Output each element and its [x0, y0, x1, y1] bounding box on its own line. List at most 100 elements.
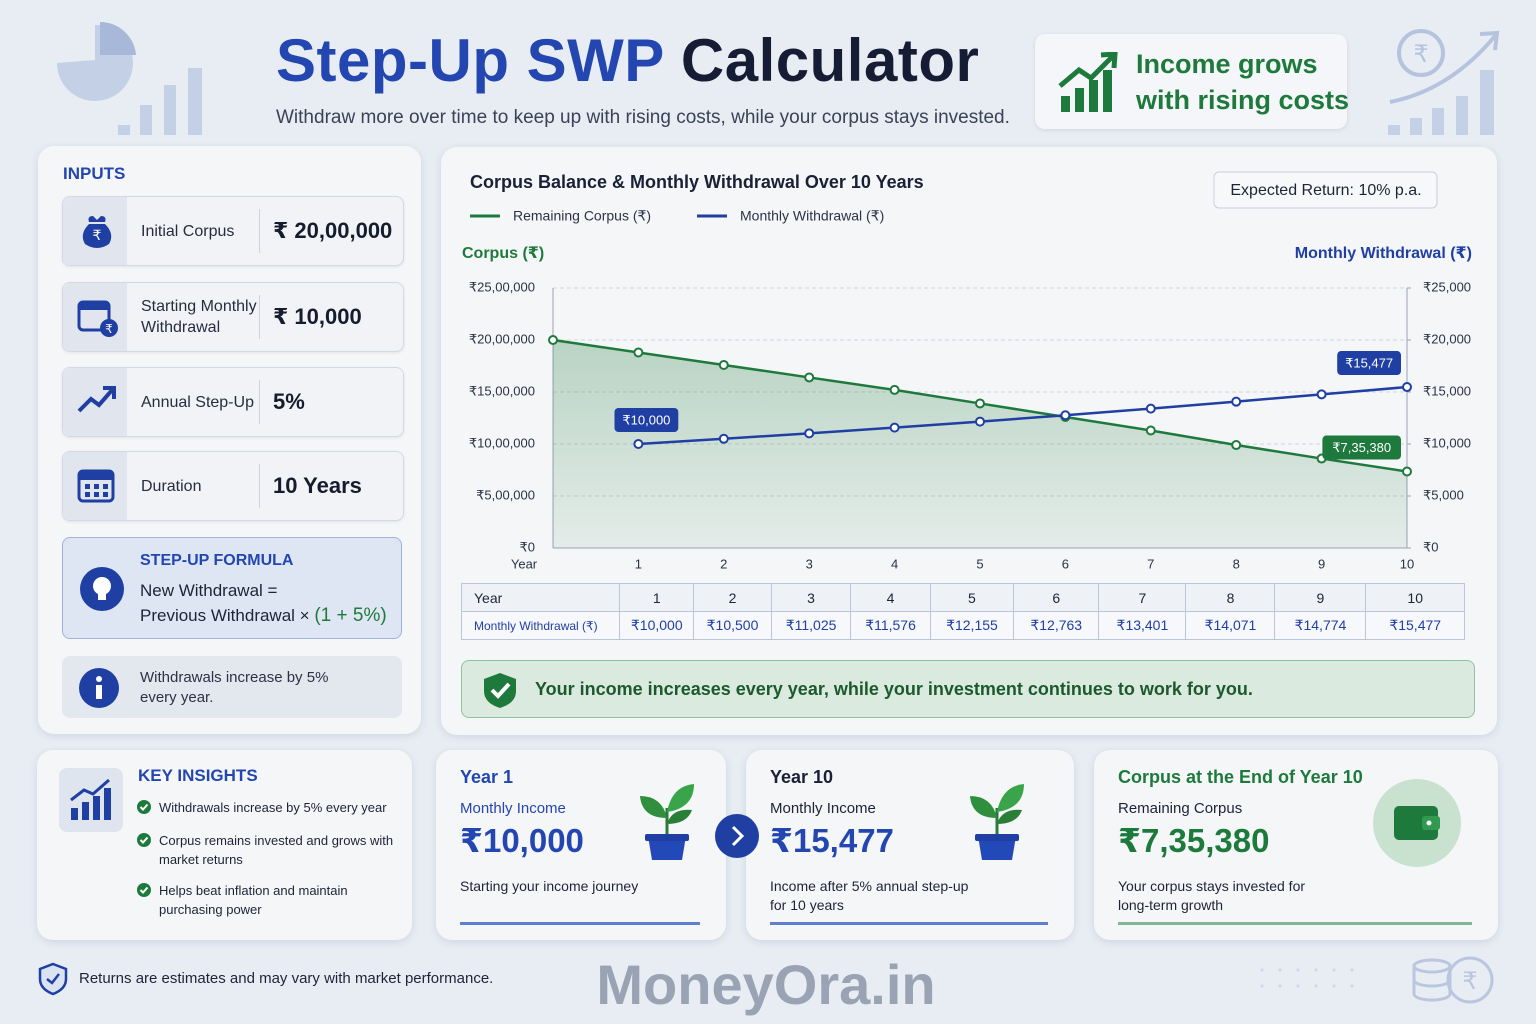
insights-panel: KEY INSIGHTS Withdrawals increase by 5% … — [37, 750, 412, 940]
banner: Your income increases every year, while … — [461, 660, 1475, 718]
decor-right-bars — [1388, 70, 1494, 135]
input-value: 5% — [273, 389, 305, 414]
point — [889, 422, 900, 433]
footer-shield — [38, 962, 68, 996]
title-rest: Calculator — [680, 27, 980, 94]
table-cell: ₹15,477 — [1365, 611, 1465, 640]
insights-heading: KEY INSIGHTS — [138, 766, 258, 785]
return-badge-text: Expected Return: 10% p.a. — [1230, 182, 1421, 199]
brand: MoneyOra.in — [596, 953, 936, 1016]
table-cell: ₹12,763 — [1013, 611, 1100, 640]
table-cell: ₹14,774 — [1274, 611, 1367, 640]
next-arrow — [715, 814, 759, 858]
input-icon: ₹ — [77, 300, 118, 337]
chart: Corpus Balance & Monthly Withdrawal Over… — [462, 171, 1472, 571]
table-header-cell: Year — [460, 583, 621, 612]
input-icon — [77, 469, 115, 503]
value-label-bg — [1337, 351, 1401, 376]
point — [804, 428, 815, 439]
withdrawal-table: Year 1 2 3 4 5 6 7 8 9 10 Monthly Withdrawal (₹) ₹10… — [460, 583, 1465, 640]
decor-left — [57, 21, 202, 135]
page-title: Step-Up SWP Calculator — [276, 26, 979, 95]
input-label: Duration — [141, 477, 202, 495]
y-tick-label: ₹25,00,000 — [469, 279, 535, 294]
y-tick-label: ₹5,00,000 — [476, 487, 535, 502]
badge-text: Income grows with rising costs — [1136, 46, 1349, 118]
input-icon-bg: ₹ — [63, 283, 127, 351]
inputs-heading: INPUTS — [63, 164, 126, 183]
input-icon-bg — [63, 368, 127, 436]
decor-right — [1389, 29, 1500, 104]
table-cell: Monthly Withdrawal (₹) — [460, 611, 621, 640]
table: Year 1 2 3 4 5 6 7 8 9 10 Monthly Withdrawal (₹) ₹10… — [460, 583, 1465, 640]
check-icon — [137, 833, 151, 847]
y2-axis-title: Monthly Withdrawal (₹) — [1295, 245, 1472, 262]
point — [975, 416, 985, 427]
x-tick-label: 3 — [806, 556, 813, 571]
table-header-cell: 2 — [693, 583, 772, 612]
badge-line: Income grows — [1136, 49, 1318, 79]
point — [718, 433, 729, 444]
summary-card: Year 1 Monthly Income ₹10,000 Starting your… — [436, 750, 726, 940]
decor-rupee: ₹ — [1413, 41, 1428, 68]
svg-text:₹: ₹ — [93, 227, 102, 243]
table-cell: ₹13,401 — [1098, 611, 1187, 640]
decor-rupee: ₹ — [1462, 968, 1477, 995]
x-tick-label: 10 — [1400, 556, 1414, 571]
wallet-icon — [1373, 779, 1461, 867]
input-item: Annual Step-Up 5% — [62, 367, 404, 437]
table-header-cell: 4 — [850, 583, 931, 612]
table-header-cell: 5 — [929, 583, 1015, 612]
input-divider — [259, 380, 260, 424]
line — [638, 385, 1408, 446]
card-heading: Year 10 — [770, 767, 834, 787]
card-caption: Starting your income journey — [460, 878, 639, 894]
formula-highlight: (1 + 5%) — [314, 605, 387, 626]
point — [548, 335, 558, 345]
y2-tick-label: ₹25,000 — [1423, 279, 1471, 294]
input-value: 10 Years — [273, 473, 362, 498]
y2-tick-label: ₹20,000 — [1423, 331, 1471, 346]
shield-icon — [484, 673, 516, 708]
point — [1231, 440, 1242, 451]
table-header-cell: 9 — [1274, 583, 1367, 612]
card-underline — [1118, 922, 1472, 925]
svg-text:₹: ₹ — [105, 322, 113, 336]
card-caption: Your corpus stays invested for long-term… — [1118, 878, 1306, 913]
card-value: ₹7,35,380 — [1118, 822, 1270, 859]
formula-heading: STEP-UP FORMULA — [140, 552, 294, 569]
input-icon-bg — [63, 452, 127, 520]
header-badge: Income grows with rising costs — [1035, 34, 1349, 129]
chart-title: Corpus Balance & Monthly Withdrawal Over… — [470, 172, 924, 192]
x-axis-title: Year — [511, 556, 538, 571]
value-label: ₹10,000 — [622, 412, 670, 427]
y2-tick-label: ₹15,000 — [1423, 383, 1471, 398]
subtitle: Withdraw more over time to keep up with … — [276, 107, 1010, 128]
y-tick-label: ₹20,00,000 — [469, 331, 535, 346]
formula-line: Previous Withdrawal × (1 + 5%) — [140, 605, 387, 627]
input-icon: ₹ — [82, 216, 112, 248]
input-label: Initial Corpus — [141, 222, 235, 240]
card-heading: Corpus at the End of Year 10 — [1118, 767, 1363, 787]
input-item: ₹ Starting Monthly Withdrawal ₹ 10,000 — [62, 282, 404, 352]
x-tick-label: 2 — [720, 556, 727, 571]
point — [889, 384, 900, 395]
note-box: Withdrawals increase by 5% every year. — [62, 656, 402, 718]
table-header-cell: 6 — [1013, 583, 1100, 612]
table-header-cell: 7 — [1098, 583, 1187, 612]
check-icon — [137, 800, 151, 814]
title-highlight: Step-Up SWP — [276, 27, 664, 94]
card-heading: Year 1 — [460, 767, 514, 787]
input-item: Duration 10 Years — [62, 451, 404, 521]
formula-box: STEP-UP FORMULA New Withdrawal = Previou… — [62, 537, 402, 639]
point — [1402, 466, 1412, 477]
card-label: Remaining Corpus — [1118, 800, 1243, 817]
banner-text: Your income increases every year, while … — [535, 678, 1253, 699]
card-underline — [770, 922, 1048, 925]
point — [1145, 403, 1156, 414]
area — [553, 340, 1407, 548]
value-label: ₹7,35,380 — [1332, 440, 1391, 455]
y-tick-label: ₹10,00,000 — [469, 435, 535, 450]
formula-line: New Withdrawal = — [140, 581, 278, 600]
